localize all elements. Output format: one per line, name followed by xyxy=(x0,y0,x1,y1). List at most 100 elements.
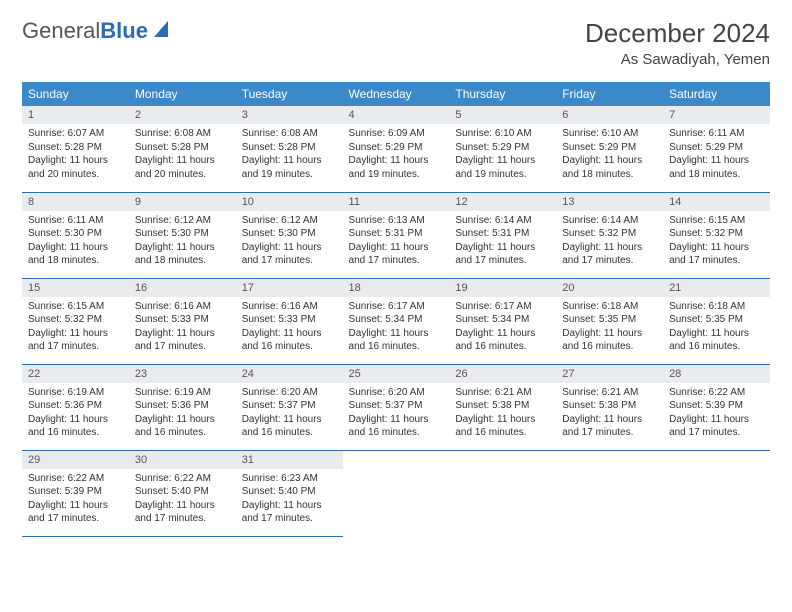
day-number: 28 xyxy=(663,365,770,383)
sunset-text: Sunset: 5:29 PM xyxy=(562,141,657,155)
day-number: 18 xyxy=(343,279,450,297)
sunrise-text: Sunrise: 6:18 AM xyxy=(562,300,657,314)
calendar-cell: 2Sunrise: 6:08 AMSunset: 5:28 PMDaylight… xyxy=(129,106,236,192)
calendar-cell xyxy=(449,450,556,536)
daylight-text: Daylight: 11 hours and 17 minutes. xyxy=(669,241,764,268)
day-details: Sunrise: 6:22 AMSunset: 5:40 PMDaylight:… xyxy=(129,469,236,530)
calendar-cell: 11Sunrise: 6:13 AMSunset: 5:31 PMDayligh… xyxy=(343,192,450,278)
sunrise-text: Sunrise: 6:20 AM xyxy=(242,386,337,400)
day-number: 10 xyxy=(236,193,343,211)
daylight-text: Daylight: 11 hours and 17 minutes. xyxy=(28,327,123,354)
day-details: Sunrise: 6:12 AMSunset: 5:30 PMDaylight:… xyxy=(129,211,236,272)
month-title: December 2024 xyxy=(585,18,770,49)
calendar-cell: 23Sunrise: 6:19 AMSunset: 5:36 PMDayligh… xyxy=(129,364,236,450)
sunset-text: Sunset: 5:30 PM xyxy=(135,227,230,241)
daylight-text: Daylight: 11 hours and 16 minutes. xyxy=(28,413,123,440)
day-number: 30 xyxy=(129,451,236,469)
calendar-cell: 10Sunrise: 6:12 AMSunset: 5:30 PMDayligh… xyxy=(236,192,343,278)
calendar-cell: 13Sunrise: 6:14 AMSunset: 5:32 PMDayligh… xyxy=(556,192,663,278)
sunset-text: Sunset: 5:31 PM xyxy=(455,227,550,241)
sunset-text: Sunset: 5:28 PM xyxy=(28,141,123,155)
daylight-text: Daylight: 11 hours and 17 minutes. xyxy=(455,241,550,268)
daylight-text: Daylight: 11 hours and 20 minutes. xyxy=(135,154,230,181)
day-number: 13 xyxy=(556,193,663,211)
sunrise-text: Sunrise: 6:07 AM xyxy=(28,127,123,141)
sunset-text: Sunset: 5:36 PM xyxy=(135,399,230,413)
sunrise-text: Sunrise: 6:16 AM xyxy=(242,300,337,314)
daylight-text: Daylight: 11 hours and 19 minutes. xyxy=(349,154,444,181)
sunset-text: Sunset: 5:35 PM xyxy=(562,313,657,327)
sunset-text: Sunset: 5:40 PM xyxy=(135,485,230,499)
day-details: Sunrise: 6:20 AMSunset: 5:37 PMDaylight:… xyxy=(236,383,343,444)
calendar-head: SundayMondayTuesdayWednesdayThursdayFrid… xyxy=(22,82,770,106)
day-details: Sunrise: 6:20 AMSunset: 5:37 PMDaylight:… xyxy=(343,383,450,444)
sunrise-text: Sunrise: 6:08 AM xyxy=(242,127,337,141)
logo-text-gray: General xyxy=(22,18,100,43)
sunset-text: Sunset: 5:37 PM xyxy=(242,399,337,413)
day-number: 21 xyxy=(663,279,770,297)
day-details: Sunrise: 6:15 AMSunset: 5:32 PMDaylight:… xyxy=(663,211,770,272)
calendar-cell: 19Sunrise: 6:17 AMSunset: 5:34 PMDayligh… xyxy=(449,278,556,364)
calendar-cell: 16Sunrise: 6:16 AMSunset: 5:33 PMDayligh… xyxy=(129,278,236,364)
sunrise-text: Sunrise: 6:20 AM xyxy=(349,386,444,400)
calendar-cell: 29Sunrise: 6:22 AMSunset: 5:39 PMDayligh… xyxy=(22,450,129,536)
daylight-text: Daylight: 11 hours and 20 minutes. xyxy=(28,154,123,181)
sunrise-text: Sunrise: 6:19 AM xyxy=(135,386,230,400)
sunset-text: Sunset: 5:39 PM xyxy=(28,485,123,499)
calendar-cell: 8Sunrise: 6:11 AMSunset: 5:30 PMDaylight… xyxy=(22,192,129,278)
weekday-header: Wednesday xyxy=(343,82,450,106)
calendar-cell: 30Sunrise: 6:22 AMSunset: 5:40 PMDayligh… xyxy=(129,450,236,536)
day-number: 7 xyxy=(663,106,770,124)
sunrise-text: Sunrise: 6:22 AM xyxy=(28,472,123,486)
sunset-text: Sunset: 5:36 PM xyxy=(28,399,123,413)
day-number: 6 xyxy=(556,106,663,124)
sunrise-text: Sunrise: 6:22 AM xyxy=(135,472,230,486)
sunset-text: Sunset: 5:35 PM xyxy=(669,313,764,327)
daylight-text: Daylight: 11 hours and 16 minutes. xyxy=(242,413,337,440)
day-details: Sunrise: 6:19 AMSunset: 5:36 PMDaylight:… xyxy=(22,383,129,444)
sunrise-text: Sunrise: 6:18 AM xyxy=(669,300,764,314)
day-number: 19 xyxy=(449,279,556,297)
sunrise-text: Sunrise: 6:14 AM xyxy=(562,214,657,228)
page-header: GeneralBlue December 2024 As Sawadiyah, … xyxy=(22,18,770,68)
calendar-cell: 18Sunrise: 6:17 AMSunset: 5:34 PMDayligh… xyxy=(343,278,450,364)
sunrise-text: Sunrise: 6:12 AM xyxy=(242,214,337,228)
day-number: 5 xyxy=(449,106,556,124)
calendar-cell: 31Sunrise: 6:23 AMSunset: 5:40 PMDayligh… xyxy=(236,450,343,536)
day-details: Sunrise: 6:13 AMSunset: 5:31 PMDaylight:… xyxy=(343,211,450,272)
daylight-text: Daylight: 11 hours and 17 minutes. xyxy=(135,499,230,526)
calendar-cell: 28Sunrise: 6:22 AMSunset: 5:39 PMDayligh… xyxy=(663,364,770,450)
day-details: Sunrise: 6:19 AMSunset: 5:36 PMDaylight:… xyxy=(129,383,236,444)
title-block: December 2024 As Sawadiyah, Yemen xyxy=(585,18,770,68)
weekday-header: Monday xyxy=(129,82,236,106)
sunset-text: Sunset: 5:29 PM xyxy=(669,141,764,155)
daylight-text: Daylight: 11 hours and 18 minutes. xyxy=(562,154,657,181)
calendar-cell: 24Sunrise: 6:20 AMSunset: 5:37 PMDayligh… xyxy=(236,364,343,450)
day-number: 16 xyxy=(129,279,236,297)
day-details: Sunrise: 6:23 AMSunset: 5:40 PMDaylight:… xyxy=(236,469,343,530)
calendar-cell: 14Sunrise: 6:15 AMSunset: 5:32 PMDayligh… xyxy=(663,192,770,278)
sunrise-text: Sunrise: 6:09 AM xyxy=(349,127,444,141)
day-number: 22 xyxy=(22,365,129,383)
calendar-cell xyxy=(343,450,450,536)
sunset-text: Sunset: 5:33 PM xyxy=(242,313,337,327)
sunset-text: Sunset: 5:32 PM xyxy=(28,313,123,327)
sunrise-text: Sunrise: 6:11 AM xyxy=(669,127,764,141)
sunrise-text: Sunrise: 6:14 AM xyxy=(455,214,550,228)
day-number: 15 xyxy=(22,279,129,297)
day-number: 31 xyxy=(236,451,343,469)
sunset-text: Sunset: 5:32 PM xyxy=(562,227,657,241)
calendar-cell: 15Sunrise: 6:15 AMSunset: 5:32 PMDayligh… xyxy=(22,278,129,364)
day-details: Sunrise: 6:21 AMSunset: 5:38 PMDaylight:… xyxy=(449,383,556,444)
day-details: Sunrise: 6:22 AMSunset: 5:39 PMDaylight:… xyxy=(22,469,129,530)
day-number: 2 xyxy=(129,106,236,124)
day-details: Sunrise: 6:09 AMSunset: 5:29 PMDaylight:… xyxy=(343,124,450,185)
calendar-table: SundayMondayTuesdayWednesdayThursdayFrid… xyxy=(22,82,770,537)
daylight-text: Daylight: 11 hours and 19 minutes. xyxy=(455,154,550,181)
daylight-text: Daylight: 11 hours and 16 minutes. xyxy=(669,327,764,354)
weekday-header: Sunday xyxy=(22,82,129,106)
daylight-text: Daylight: 11 hours and 16 minutes. xyxy=(455,413,550,440)
day-details: Sunrise: 6:14 AMSunset: 5:32 PMDaylight:… xyxy=(556,211,663,272)
sunset-text: Sunset: 5:38 PM xyxy=(455,399,550,413)
daylight-text: Daylight: 11 hours and 19 minutes. xyxy=(242,154,337,181)
